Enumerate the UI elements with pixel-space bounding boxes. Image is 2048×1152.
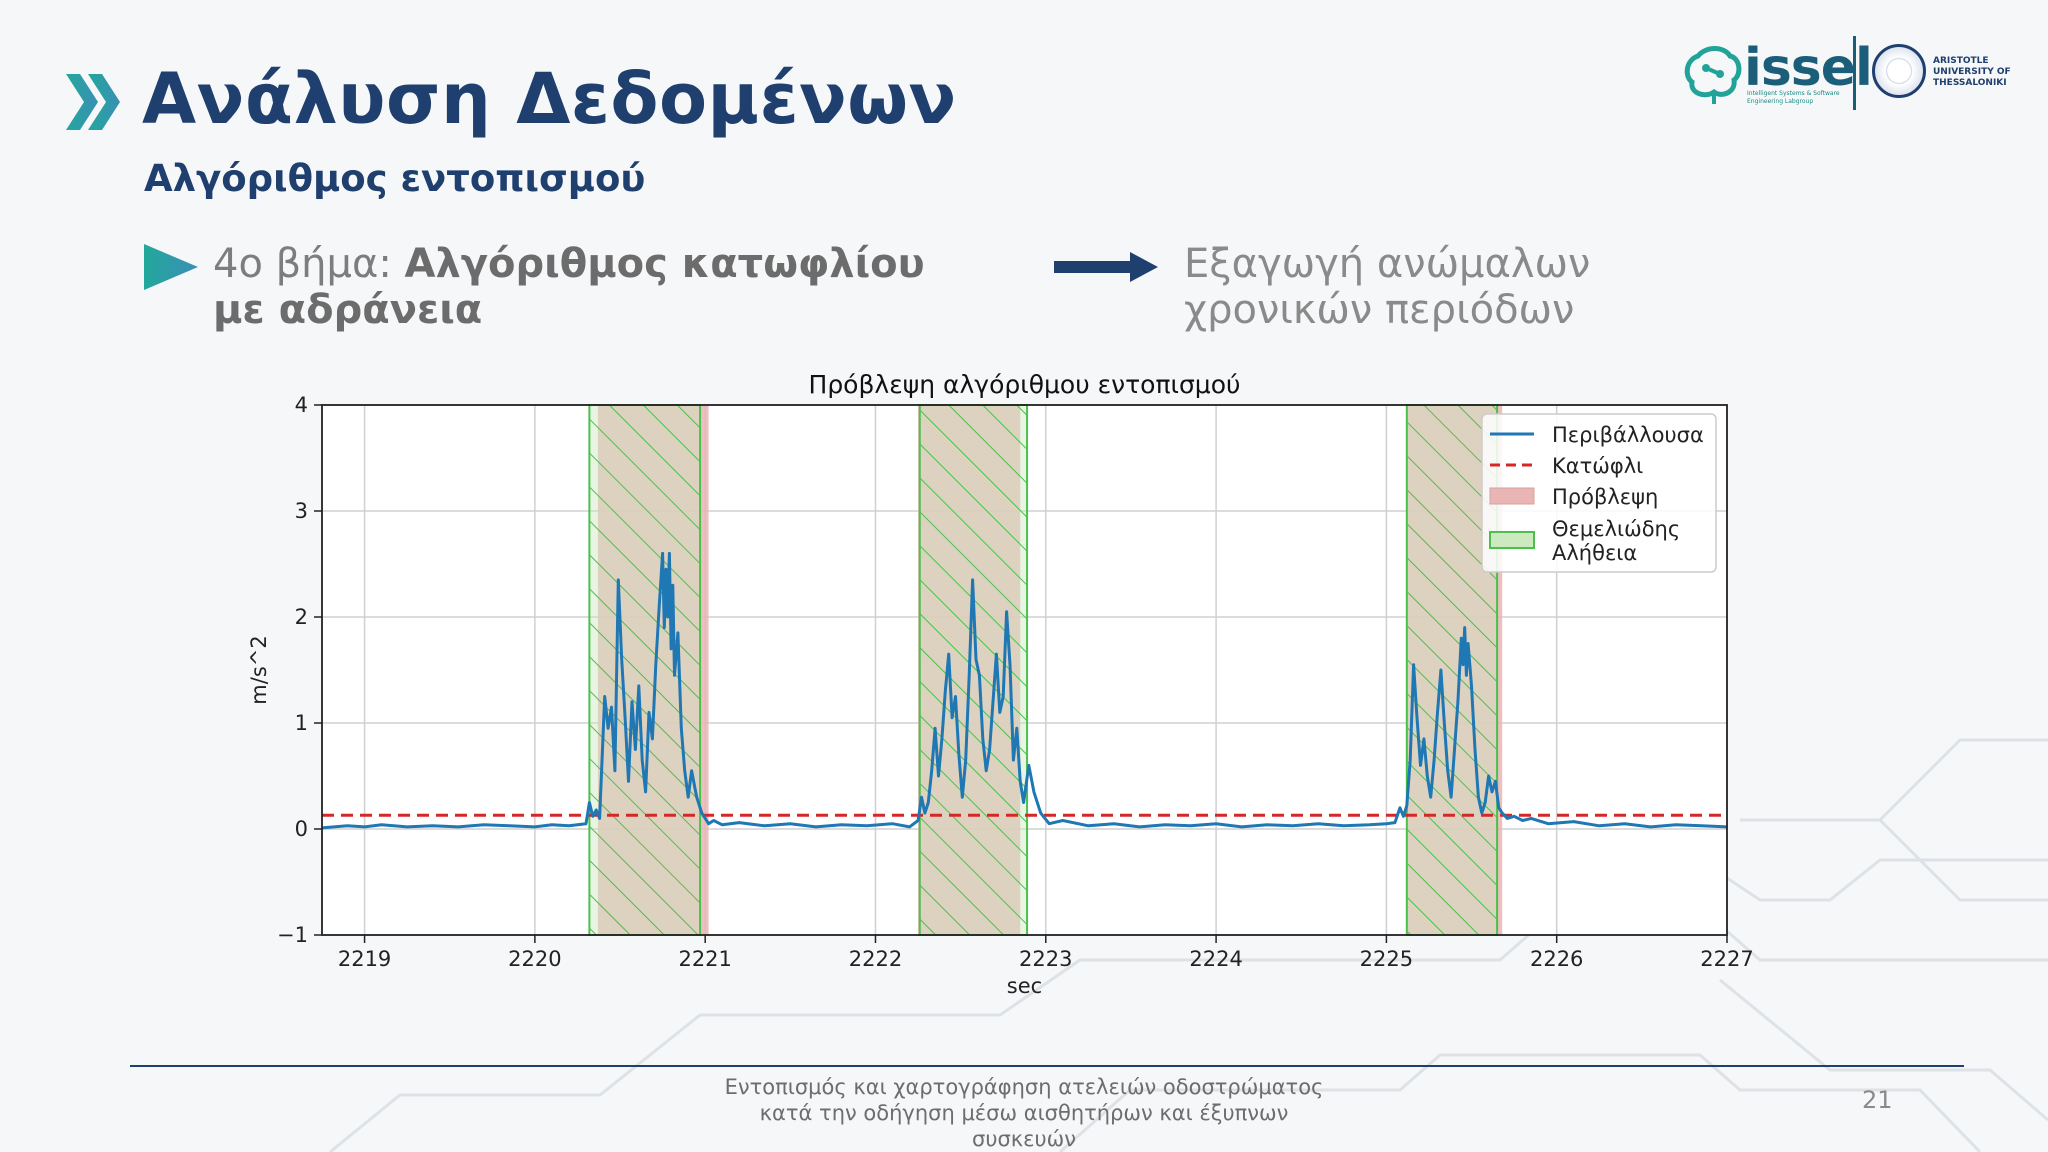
x-tick-label: 2219 xyxy=(338,947,391,971)
page-subtitle: Αλγόριθμος εντοπισμού xyxy=(144,157,646,200)
result-description: Εξαγωγή ανώμαλων χρονικών περιόδων xyxy=(1184,241,1591,333)
y-tick-label: 3 xyxy=(295,499,308,523)
detection-chart: 2219 2220 2221 2222 2223 2224 2225 2226 2227 −1 0 1… xyxy=(247,370,1754,998)
legend-box xyxy=(1481,413,1717,573)
step-description: 4ο βήμα: Αλγόριθμος κατωφλίου με αδράνει… xyxy=(213,241,973,333)
y-axis-label: m/s^2 xyxy=(247,635,271,704)
x-tick-label: 2222 xyxy=(849,947,902,971)
chart-title: Πρόβλεψη αλγόριθμου εντοπισμού xyxy=(809,370,1241,399)
step-prefix: 4ο βήμα: xyxy=(213,241,405,287)
legend-label: Πρόβλεψη xyxy=(1552,485,1658,509)
y-tick-label: 4 xyxy=(295,393,308,417)
brain-circuit-icon xyxy=(1684,46,1742,104)
x-tick-label: 2223 xyxy=(1019,947,1072,971)
legend-label: Αλήθεια xyxy=(1552,541,1637,565)
footer-text: Εντοπισμός και χαρτογράφηση ατελειών οδο… xyxy=(724,1075,1324,1151)
x-tick-label: 2221 xyxy=(678,947,731,971)
legend-label: Περιβάλλουσα xyxy=(1552,423,1704,447)
legend-label: Θεμελιώδης xyxy=(1552,517,1680,541)
y-tick-label: 1 xyxy=(295,711,308,735)
legend-label: Κατώφλι xyxy=(1552,454,1643,478)
x-tick-label: 2220 xyxy=(508,947,561,971)
right-arrow-icon xyxy=(1054,252,1158,282)
issel-logo-text: issel xyxy=(1744,38,1873,98)
university-name: ARISTOTLE UNIVERSITY OF THESSALONIKI xyxy=(1933,56,2011,88)
step-bold: Αλγόριθμος κατωφλίου με αδράνεια xyxy=(213,241,925,333)
x-tick-label: 2225 xyxy=(1360,947,1413,971)
y-tick-label: 0 xyxy=(295,817,308,841)
y-tick-label: 2 xyxy=(295,605,308,629)
footer-divider xyxy=(130,1065,1964,1067)
legend-ground-truth-swatch xyxy=(1489,531,1535,549)
header-logos: issel Intelligent Systems & Software Eng… xyxy=(1684,36,2014,112)
page-title: Ανάλυση Δεδομένων xyxy=(142,58,957,140)
x-tick-label: 2226 xyxy=(1530,947,1583,971)
plot-frame xyxy=(321,404,1728,936)
issel-logo-subtitle: Intelligent Systems & Software Engineeri… xyxy=(1747,90,1840,105)
title-chevron-icon xyxy=(66,74,120,130)
y-tick-label: −1 xyxy=(277,923,308,947)
envelope-series-line xyxy=(321,551,1728,830)
x-axis-label: sec xyxy=(1007,974,1042,998)
university-seal-icon xyxy=(1872,44,1926,98)
x-tick-label: 2227 xyxy=(1700,947,1753,971)
legend-prediction-swatch xyxy=(1489,487,1535,505)
x-tick-label: 2224 xyxy=(1189,947,1242,971)
step-bullet-icon xyxy=(144,244,198,290)
page-number: 21 xyxy=(1862,1086,1893,1114)
logo-divider xyxy=(1853,36,1856,110)
ground-truth-hatch xyxy=(588,404,702,936)
